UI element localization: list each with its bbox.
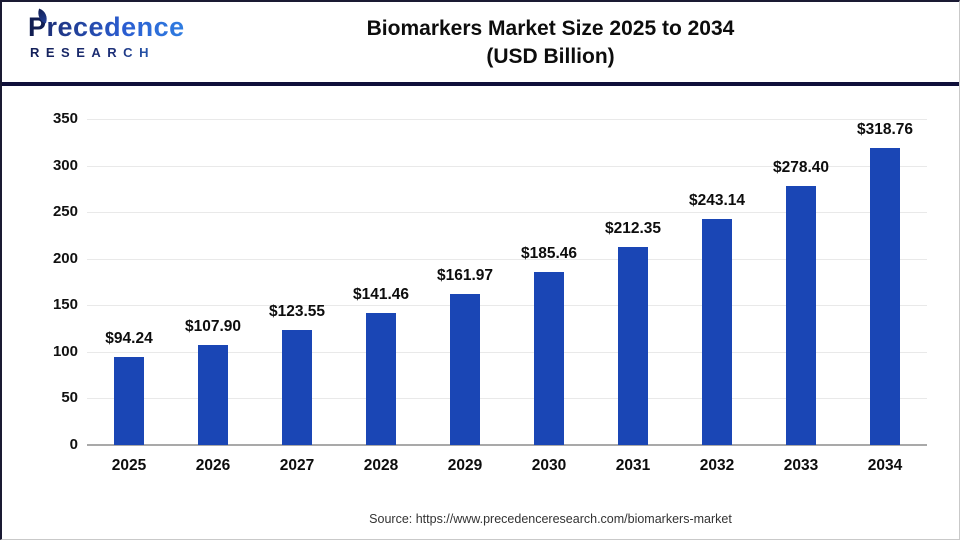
bar-2030 [534,272,564,445]
source-text: Source: https://www.precedenceresearch.c… [369,512,732,526]
x-axis-label-2026: 2026 [195,457,231,474]
bar-2028 [366,313,396,445]
y-axis-label: 200 [52,249,78,267]
bar-2026 [198,344,228,445]
bar-2033 [786,185,816,445]
bar-slot-2033: $278.40 [759,119,843,445]
bar-value-label-2034: $318.76 [856,121,914,139]
bar-value-label-2027: $123.55 [268,302,326,320]
logo-subtitle: RESEARCH [30,46,185,59]
bar-value-label-2029: $161.97 [436,267,494,285]
x-axis: 2025 2026 2027 2028 2029 2030 2031 2032 2033 2034 [87,457,927,475]
bar-slot-2027: $123.55 [255,119,339,445]
bar-value-label-2025: $94.24 [105,330,153,348]
x-axis-label-2025: 2025 [111,457,147,474]
y-axis-label: 0 [69,436,78,453]
y-axis-label: 150 [52,296,78,314]
logo-wordmark-rest: recedence [46,12,185,42]
y-axis-label: 350 [52,110,78,127]
bar-slot-2026: $107.90 [171,119,255,445]
x-axis-line [87,444,927,446]
bar-slot-2034: $318.76 [843,119,927,445]
gridline [87,351,927,353]
bar-2025 [114,357,144,445]
x-axis-label-2034: 2034 [867,457,903,474]
bar-slot-2031: $212.35 [591,119,675,445]
bar-2031 [618,247,648,445]
bar-value-label-2033: $278.40 [772,158,830,176]
x-axis-label-2027: 2027 [279,457,315,474]
bar-2027 [282,329,312,445]
bar-slot-2032: $243.14 [675,119,759,445]
bar-value-label-2032: $243.14 [688,191,746,209]
x-axis-label-2028: 2028 [363,457,399,474]
y-axis-label: 300 [52,156,78,174]
gridline [87,305,927,307]
bars-row: $94.24 $107.90 $123.55 $141.46 $161.97 $185.4… [87,119,927,445]
bar-2034 [870,148,900,445]
gridline [87,398,927,400]
x-axis-label-2033: 2033 [783,457,819,474]
y-axis-label: 250 [52,203,78,221]
y-axis-label: 50 [61,389,78,407]
gridline [87,212,927,214]
plot-area: $94.24 $107.90 $123.55 $141.46 $161.97 $185.4… [87,119,927,446]
y-axis-label: 100 [52,342,78,360]
bar-value-label-2030: $185.46 [520,245,578,263]
bar-slot-2029: $161.97 [423,119,507,445]
gridline [87,165,927,167]
chart-title: Biomarkers Market Size 2025 to 2034 (USD… [152,15,949,72]
x-axis-label-2030: 2030 [531,457,567,474]
chart-title-line1: Biomarkers Market Size 2025 to 2034 [366,17,735,40]
x-axis-label-2031: 2031 [615,457,651,474]
header-divider [2,82,959,86]
bar-2032 [702,218,732,445]
gridline [87,119,927,120]
x-axis-label-2032: 2032 [699,457,735,474]
bar-2029 [450,294,480,445]
bar-value-label-2028: $141.46 [352,286,410,304]
bar-value-label-2026: $107.90 [184,317,242,335]
bar-value-label-2031: $212.35 [604,220,662,238]
chart-title-line2: (USD Billion) [486,45,615,69]
bar-slot-2028: $141.46 [339,119,423,445]
bar-slot-2025: $94.24 [87,119,171,445]
x-axis-label-2029: 2029 [447,457,483,474]
bar-slot-2030: $185.46 [507,119,591,445]
gridline [87,258,927,260]
